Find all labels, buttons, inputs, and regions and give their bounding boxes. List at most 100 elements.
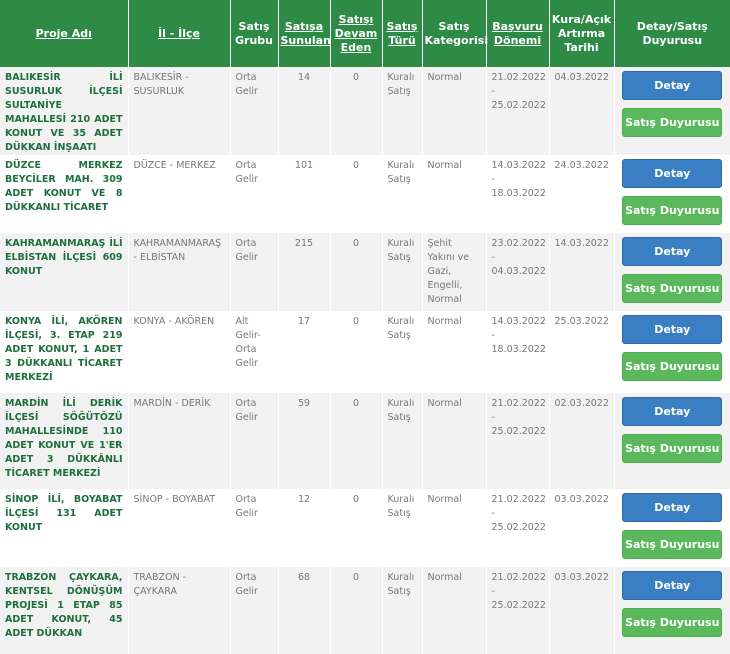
kura-tarihi: 14.03.2022 — [548, 233, 614, 311]
col-header-satis-grubu: Satış Grubu — [229, 0, 278, 67]
table-row: KAHRAMANMARAŞ İLİ ELBİSTAN İLÇESİ 609 KO… — [0, 233, 730, 311]
project-name[interactable]: MARDİN İLİ DERİK İLÇESİ SÖĞÜTÖZÜ MAHALLE… — [0, 393, 128, 489]
kura-tarihi: 03.03.2022 — [548, 489, 614, 567]
table-row: DÜZCE MERKEZ BEYCİLER MAH. 309 ADET KONU… — [0, 155, 730, 233]
satis-duyurusu-button[interactable]: Satış Duyurusu — [622, 434, 723, 463]
project-name[interactable]: KAHRAMANMARAŞ İLİ ELBİSTAN İLÇESİ 609 KO… — [0, 233, 128, 311]
basvuru-donemi: 21.02.2022 - 25.02.2022 — [485, 67, 549, 155]
sort-link-basvuru-donemi[interactable]: Başvuru Dönemi — [492, 19, 543, 47]
satis-grubu: Orta Gelir — [229, 67, 278, 155]
il-ilce: KONYA - AKÖREN — [127, 311, 230, 393]
satis-kategorisi: Normal — [421, 393, 486, 489]
kura-tarihi: 04.03.2022 — [548, 67, 614, 155]
table-row: KONYA İLİ, AKÖREN İLÇESİ, 3. ETAP 219 AD… — [0, 311, 730, 393]
basvuru-donemi: 21.02.2022 - 25.02.2022 — [485, 567, 549, 654]
detay-button[interactable]: Detay — [622, 237, 723, 266]
satis-grubu: Orta Gelir — [229, 489, 278, 567]
basvuru-donemi: 23.02.2022 - 04.03.2022 — [485, 233, 549, 311]
satis-kategorisi: Normal — [421, 155, 486, 233]
satisa-sunulan: 12 — [277, 489, 330, 567]
action-cell: Detay Satış Duyurusu — [613, 393, 730, 489]
table-row: SİNOP İLİ, BOYABAT İLÇESİ 131 ADET KONUT… — [0, 489, 730, 567]
satis-turu: Kuralı Satış — [381, 393, 422, 489]
satisi-devam-eden: 0 — [329, 233, 382, 311]
satisa-sunulan: 101 — [277, 155, 330, 233]
col-header-satisi-devam[interactable]: Satışı Devam Eden — [329, 0, 382, 67]
project-name[interactable]: SİNOP İLİ, BOYABAT İLÇESİ 131 ADET KONUT — [0, 489, 128, 567]
project-name[interactable]: DÜZCE MERKEZ BEYCİLER MAH. 309 ADET KONU… — [0, 155, 128, 233]
satisi-devam-eden: 0 — [329, 311, 382, 393]
satisa-sunulan: 14 — [277, 67, 330, 155]
sort-link-proje[interactable]: Proje Adı — [35, 26, 92, 40]
satis-turu: Kuralı Satış — [381, 311, 422, 393]
col-header-il[interactable]: İl - İlçe — [127, 0, 230, 67]
table-row: TRABZON ÇAYKARA, KENTSEL DÖNÜŞÜM PROJESİ… — [0, 567, 730, 654]
il-ilce: SİNOP - BOYABAT — [127, 489, 230, 567]
satis-kategorisi: Normal — [421, 567, 486, 654]
basvuru-donemi: 14.03.2022 - 18.03.2022 — [485, 311, 549, 393]
satisi-devam-eden: 0 — [329, 67, 382, 155]
il-ilce: MARDİN - DERİK — [127, 393, 230, 489]
action-cell: Detay Satış Duyurusu — [613, 567, 730, 654]
action-cell: Detay Satış Duyurusu — [613, 489, 730, 567]
kura-tarihi: 02.03.2022 — [548, 393, 614, 489]
satisi-devam-eden: 0 — [329, 489, 382, 567]
satis-duyurusu-button[interactable]: Satış Duyurusu — [622, 196, 723, 225]
action-cell: Detay Satış Duyurusu — [613, 67, 730, 155]
detay-button[interactable]: Detay — [622, 315, 723, 344]
satis-grubu: Alt Gelir-Orta Gelir — [229, 311, 278, 393]
il-ilce: KAHRAMANMARAŞ - ELBİSTAN — [127, 233, 230, 311]
satis-duyurusu-button[interactable]: Satış Duyurusu — [622, 352, 723, 381]
kura-tarihi: 25.03.2022 — [548, 311, 614, 393]
satis-grubu: Orta Gelir — [229, 155, 278, 233]
detay-button[interactable]: Detay — [622, 571, 723, 600]
satis-turu: Kuralı Satış — [381, 233, 422, 311]
col-header-basvuru-donemi[interactable]: Başvuru Dönemi — [485, 0, 549, 67]
satisa-sunulan: 68 — [277, 567, 330, 654]
detay-button[interactable]: Detay — [622, 493, 723, 522]
detay-button[interactable]: Detay — [622, 159, 723, 188]
sort-link-satis-turu[interactable]: Satış Türü — [386, 19, 418, 47]
kura-tarihi: 03.03.2022 — [548, 567, 614, 654]
table-row: MARDİN İLİ DERİK İLÇESİ SÖĞÜTÖZÜ MAHALLE… — [0, 393, 730, 489]
il-ilce: DÜZCE - MERKEZ — [127, 155, 230, 233]
detay-button[interactable]: Detay — [622, 71, 723, 100]
satis-turu: Kuralı Satış — [381, 67, 422, 155]
col-header-detay-duyuru: Detay/Satış Duyurusu — [613, 0, 730, 67]
satisa-sunulan: 17 — [277, 311, 330, 393]
col-header-satis-turu[interactable]: Satış Türü — [381, 0, 422, 67]
project-name[interactable]: KONYA İLİ, AKÖREN İLÇESİ, 3. ETAP 219 AD… — [0, 311, 128, 393]
satis-turu: Kuralı Satış — [381, 155, 422, 233]
il-ilce: TRABZON - ÇAYKARA — [127, 567, 230, 654]
action-cell: Detay Satış Duyurusu — [613, 311, 730, 393]
satis-duyurusu-button[interactable]: Satış Duyurusu — [622, 274, 723, 303]
basvuru-donemi: 14.03.2022 - 18.03.2022 — [485, 155, 549, 233]
satisa-sunulan: 59 — [277, 393, 330, 489]
satis-duyurusu-button[interactable]: Satış Duyurusu — [622, 108, 723, 137]
satisi-devam-eden: 0 — [329, 393, 382, 489]
satis-duyurusu-button[interactable]: Satış Duyurusu — [622, 608, 723, 637]
col-header-proje[interactable]: Proje Adı — [0, 0, 128, 67]
sort-link-il[interactable]: İl - İlçe — [158, 26, 200, 40]
project-name[interactable]: BALIKESİR İLİ SUSURLUK İLÇESİ SULTANİYE … — [0, 67, 128, 155]
sort-link-satisi-devam[interactable]: Satışı Devam Eden — [334, 12, 378, 54]
detay-button[interactable]: Detay — [622, 397, 723, 426]
satisi-devam-eden: 0 — [329, 155, 382, 233]
il-ilce: BALIKESİR - SUSURLUK — [127, 67, 230, 155]
satis-duyurusu-button[interactable]: Satış Duyurusu — [622, 530, 723, 559]
satis-grubu: Orta Gelir — [229, 393, 278, 489]
action-cell: Detay Satış Duyurusu — [613, 155, 730, 233]
satis-kategorisi: Normal — [421, 311, 486, 393]
satis-grubu: Orta Gelir — [229, 233, 278, 311]
col-header-satisa-sunulan[interactable]: Satışa Sunulan — [277, 0, 331, 67]
basvuru-donemi: 21.02.2022 - 25.02.2022 — [485, 393, 549, 489]
sort-link-satisa-sunulan[interactable]: Satışa Sunulan — [280, 19, 331, 47]
action-cell: Detay Satış Duyurusu — [613, 233, 730, 311]
satis-turu: Kuralı Satış — [381, 489, 422, 567]
project-name[interactable]: TRABZON ÇAYKARA, KENTSEL DÖNÜŞÜM PROJESİ… — [0, 567, 128, 654]
basvuru-donemi: 21.02.2022 - 25.02.2022 — [485, 489, 549, 567]
satis-grubu: Orta Gelir — [229, 567, 278, 654]
table-header-row: Proje Adı İl - İlçe Satış Grubu Satışa S… — [0, 0, 730, 67]
satis-turu: Kuralı Satış — [381, 567, 422, 654]
